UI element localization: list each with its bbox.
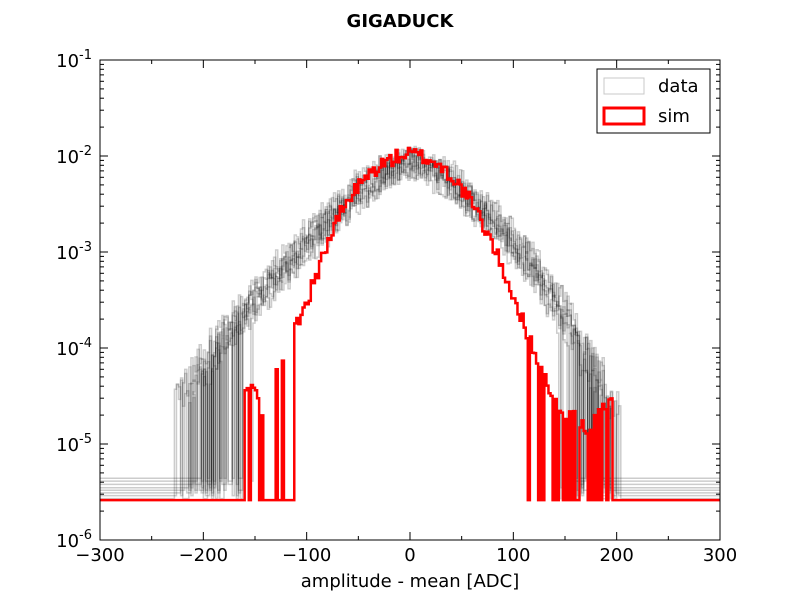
data-series-line: [100, 148, 720, 491]
y-axis: 10-610-510-410-310-210-1: [56, 48, 720, 552]
data-series-line: [100, 146, 720, 486]
chart-title: GIGADUCK: [347, 11, 455, 32]
legend-swatch-sim: [602, 106, 646, 126]
x-axis: −300 −200 −100 0 100 200 300: [75, 60, 737, 566]
y-tick-label-base: 10: [56, 435, 79, 456]
y-tick-label: 10-3: [56, 240, 92, 264]
x-axis-label: amplitude - mean [ADC]: [301, 571, 519, 592]
y-tick-label-base: 10: [56, 51, 79, 72]
data-series-line: [100, 147, 720, 479]
y-tick-label-base: 10: [56, 531, 79, 552]
y-tick-label-exponent: -3: [79, 240, 92, 255]
y-tick-label-base: 10: [56, 243, 79, 264]
legend-label-sim: sim: [658, 106, 690, 127]
legend-swatch-data: [603, 77, 645, 95]
y-tick-label-base: 10: [56, 147, 79, 168]
legend-box: [596, 68, 711, 134]
x-tick-label: −200: [179, 545, 228, 566]
y-tick-label: 10-2: [56, 144, 92, 168]
x-tick-label: 100: [496, 545, 530, 566]
legend-label-data: data: [658, 76, 699, 97]
x-tick-label: −300: [75, 545, 124, 566]
y-tick-label-exponent: -1: [79, 48, 92, 63]
y-tick-label: 10-6: [56, 528, 92, 552]
y-tick-label-exponent: -4: [79, 336, 92, 351]
data-series-line: [100, 148, 720, 500]
y-tick-label: 10-4: [56, 336, 92, 360]
x-tick-label: 300: [703, 545, 737, 566]
sim-series-group: [100, 146, 720, 502]
legend: data sim: [596, 68, 711, 134]
data-series-line: [100, 148, 720, 489]
y-tick-label-base: 10: [56, 339, 79, 360]
x-tick-label: 200: [599, 545, 633, 566]
y-tick-label-exponent: -2: [79, 144, 92, 159]
x-tick-label: −100: [282, 545, 331, 566]
sim-series-line: [100, 146, 720, 502]
y-tick-label-exponent: -5: [79, 432, 92, 447]
y-tick-label-exponent: -6: [79, 528, 92, 543]
y-tick-label: 10-1: [56, 48, 92, 72]
y-tick-label: 10-5: [56, 432, 92, 456]
x-tick-label: 0: [404, 545, 415, 566]
